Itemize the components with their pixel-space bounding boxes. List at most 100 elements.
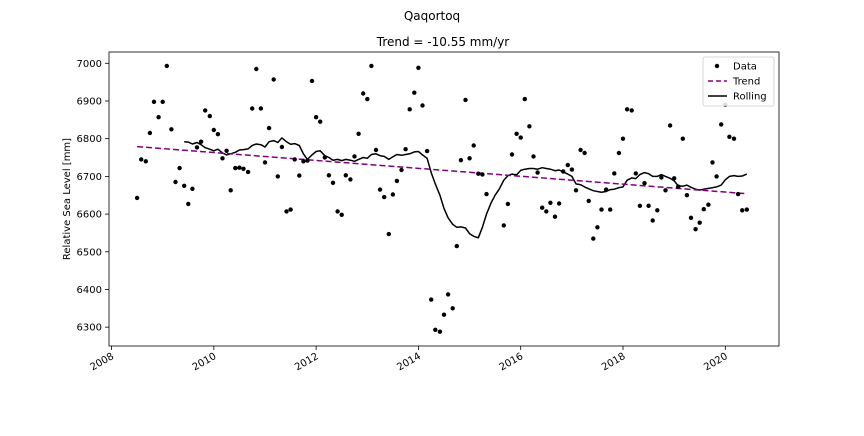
data-point — [603, 187, 609, 192]
data-point — [297, 173, 302, 178]
data-point — [361, 91, 366, 96]
data-point — [377, 187, 383, 192]
x-tick-label: 2020 — [702, 351, 730, 373]
x-tick-label: 2012 — [293, 351, 321, 373]
data-point — [203, 108, 208, 113]
data-point — [522, 96, 527, 102]
data-point — [505, 201, 511, 207]
data-point — [667, 123, 673, 128]
data-point — [463, 97, 468, 103]
data-point — [454, 243, 459, 249]
legend-label: Trend — [732, 77, 760, 88]
y-tick-label: 6600 — [77, 210, 102, 221]
data-point — [318, 119, 323, 124]
data-point — [629, 108, 634, 113]
data-point — [624, 107, 630, 112]
plot-frame — [108, 51, 780, 347]
y-tick-label: 6900 — [77, 97, 102, 108]
legend-label: Rolling — [733, 92, 767, 103]
data-point — [169, 127, 174, 132]
data-point — [578, 147, 583, 153]
data-point — [284, 209, 289, 214]
data-point — [139, 157, 144, 162]
data-point — [309, 78, 315, 84]
data-point — [476, 171, 481, 176]
data-point — [164, 63, 169, 69]
data-point — [182, 183, 187, 188]
data-point — [744, 207, 749, 212]
data-point — [348, 177, 353, 182]
data-point — [143, 159, 148, 164]
data-point — [467, 156, 472, 161]
data-point — [215, 132, 221, 137]
trend-line — [137, 145, 747, 195]
data-point — [740, 208, 745, 213]
data-point — [271, 77, 276, 82]
chart-title: Trend = -10.55 mm/yr — [376, 35, 510, 49]
data-point — [595, 225, 600, 230]
data-point — [233, 165, 238, 171]
data-point — [646, 203, 651, 208]
x-tick-label: 2018 — [600, 351, 628, 373]
data-point — [501, 223, 506, 228]
data-point — [412, 90, 417, 95]
data-point — [540, 205, 545, 210]
data-point — [599, 207, 604, 212]
data-point — [198, 139, 204, 144]
data-point — [386, 231, 391, 237]
data-point — [527, 124, 532, 129]
data-point — [591, 236, 596, 241]
data-point — [313, 115, 319, 120]
data-point — [561, 169, 566, 174]
data-point — [548, 200, 553, 205]
data-point — [458, 158, 464, 163]
data-point — [731, 136, 737, 141]
data-point — [254, 66, 259, 72]
data-point — [573, 188, 579, 193]
data-point — [258, 106, 264, 111]
data-point — [394, 178, 400, 184]
data-point — [556, 201, 562, 206]
y-tick-label: 6700 — [77, 172, 102, 183]
x-tick-label: 2008 — [89, 351, 117, 373]
rolling-series — [184, 137, 748, 239]
data-point — [727, 134, 732, 139]
data-point — [693, 227, 698, 232]
data-point — [266, 125, 272, 131]
data-point — [194, 145, 200, 150]
data-point — [262, 160, 268, 165]
data-point — [445, 292, 451, 297]
data-point — [250, 106, 255, 111]
data-point — [279, 144, 285, 150]
data-point — [147, 130, 153, 136]
data-point — [480, 172, 485, 177]
data-point — [416, 65, 421, 71]
y-tick-label: 6500 — [77, 247, 102, 258]
legend: Data Trend Rolling — [702, 56, 775, 107]
data-point — [531, 154, 536, 159]
data-point — [151, 99, 157, 105]
data-point — [586, 198, 591, 204]
data-point — [399, 167, 404, 173]
data-point — [343, 173, 348, 178]
trend-series — [137, 145, 747, 195]
data-point — [535, 170, 540, 175]
data-point — [565, 162, 570, 168]
data-point — [697, 220, 702, 225]
data-point — [719, 122, 724, 127]
data-point — [676, 184, 681, 189]
data-point — [356, 131, 361, 136]
y-tick-label: 7000 — [77, 59, 102, 70]
y-tick-label: 6300 — [77, 323, 102, 334]
data-point — [684, 193, 690, 198]
data-point — [663, 188, 668, 193]
data-point — [326, 173, 332, 178]
data-point — [330, 180, 336, 185]
data-point — [369, 63, 374, 69]
y-tick-label: 6400 — [77, 285, 102, 296]
data-point — [288, 207, 293, 212]
data-point — [420, 103, 425, 108]
data-point — [241, 166, 246, 171]
